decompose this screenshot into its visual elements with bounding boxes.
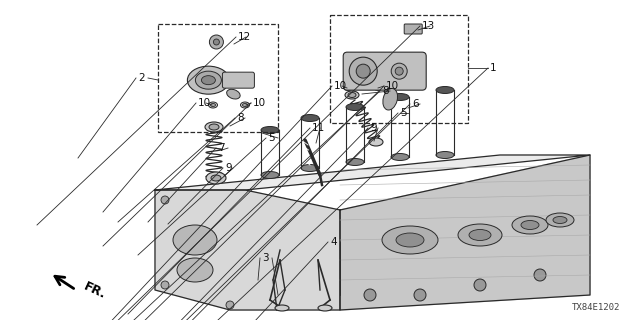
Circle shape: [364, 289, 376, 301]
Ellipse shape: [241, 102, 250, 108]
Ellipse shape: [469, 229, 491, 241]
Ellipse shape: [301, 115, 319, 122]
Text: 2: 2: [138, 73, 145, 83]
Text: 10: 10: [386, 81, 399, 91]
Ellipse shape: [173, 225, 217, 255]
Bar: [158, 24, 278, 132]
Circle shape: [534, 269, 546, 281]
Ellipse shape: [346, 158, 364, 165]
Ellipse shape: [177, 258, 213, 282]
Ellipse shape: [346, 103, 364, 110]
FancyBboxPatch shape: [223, 72, 255, 88]
FancyBboxPatch shape: [343, 52, 426, 90]
FancyBboxPatch shape: [404, 24, 422, 34]
Text: 1: 1: [490, 63, 497, 73]
Polygon shape: [155, 155, 590, 190]
Ellipse shape: [205, 122, 223, 132]
Text: 10: 10: [198, 98, 211, 108]
Text: 10: 10: [253, 98, 266, 108]
Ellipse shape: [211, 103, 216, 107]
Circle shape: [226, 301, 234, 309]
Ellipse shape: [391, 93, 409, 100]
Text: 12: 12: [238, 32, 252, 42]
Ellipse shape: [521, 220, 539, 229]
Text: 4: 4: [330, 237, 337, 247]
Ellipse shape: [301, 164, 319, 172]
Polygon shape: [155, 190, 340, 310]
Ellipse shape: [396, 233, 424, 247]
Circle shape: [161, 281, 169, 289]
Text: 8: 8: [382, 86, 388, 96]
Ellipse shape: [396, 67, 403, 75]
Ellipse shape: [383, 88, 397, 110]
Text: TX84E1202: TX84E1202: [572, 303, 620, 312]
Circle shape: [414, 289, 426, 301]
Ellipse shape: [376, 86, 380, 90]
Circle shape: [209, 35, 223, 49]
Ellipse shape: [261, 126, 279, 133]
Circle shape: [213, 39, 220, 45]
Text: 11: 11: [312, 123, 325, 133]
Ellipse shape: [344, 85, 352, 91]
Ellipse shape: [553, 217, 567, 223]
Ellipse shape: [346, 86, 350, 90]
Ellipse shape: [195, 71, 221, 89]
Bar: [330, 15, 468, 123]
Ellipse shape: [382, 226, 438, 254]
Ellipse shape: [318, 305, 332, 311]
Text: 10: 10: [334, 81, 347, 91]
Ellipse shape: [243, 103, 248, 107]
Ellipse shape: [458, 224, 502, 246]
Circle shape: [161, 196, 169, 204]
Text: 5: 5: [268, 133, 275, 143]
Polygon shape: [340, 155, 590, 310]
Ellipse shape: [348, 92, 356, 98]
Ellipse shape: [512, 216, 548, 234]
Ellipse shape: [206, 172, 226, 184]
Text: 9: 9: [370, 123, 376, 133]
Ellipse shape: [436, 151, 454, 158]
Ellipse shape: [345, 91, 359, 99]
Text: FR.: FR.: [82, 280, 108, 302]
Text: 13: 13: [422, 21, 435, 31]
Ellipse shape: [391, 63, 407, 79]
Text: 6: 6: [412, 99, 419, 109]
Ellipse shape: [546, 213, 574, 227]
Ellipse shape: [209, 102, 218, 108]
Text: 9: 9: [225, 163, 232, 173]
Text: 8: 8: [237, 113, 244, 123]
Ellipse shape: [374, 85, 382, 91]
Ellipse shape: [188, 66, 229, 94]
Ellipse shape: [211, 175, 221, 181]
Ellipse shape: [369, 138, 383, 146]
Text: 3: 3: [262, 253, 269, 263]
Ellipse shape: [261, 172, 279, 179]
Ellipse shape: [275, 305, 289, 311]
Text: 7: 7: [218, 143, 225, 153]
Ellipse shape: [349, 57, 377, 85]
Ellipse shape: [391, 154, 409, 161]
Ellipse shape: [209, 124, 219, 130]
Ellipse shape: [436, 86, 454, 93]
Ellipse shape: [227, 89, 240, 99]
Ellipse shape: [202, 76, 216, 85]
Ellipse shape: [356, 64, 370, 78]
Text: 5: 5: [400, 108, 406, 118]
Circle shape: [474, 279, 486, 291]
